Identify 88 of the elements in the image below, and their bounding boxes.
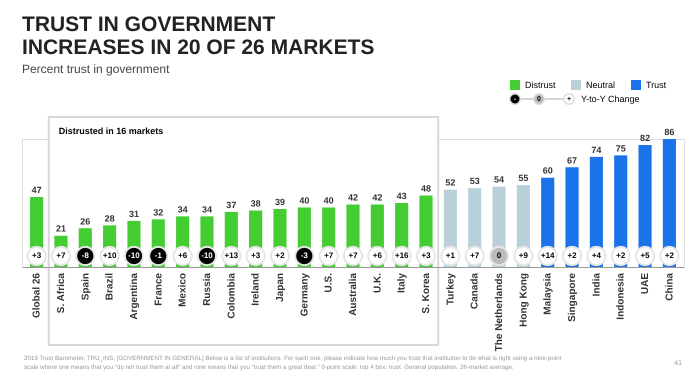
- annotation: +1: [446, 251, 456, 260]
- annotation: +2: [275, 251, 286, 260]
- annotation: +6: [372, 251, 382, 260]
- band-label: Distrusted in 16 markets: [58, 126, 164, 136]
- x-tick-label: UAE: [640, 272, 652, 294]
- x-tick-label: China: [664, 272, 676, 301]
- annotation: -10: [201, 251, 214, 260]
- data-label: 31: [128, 208, 139, 219]
- data-label: 21: [56, 224, 66, 234]
- annotation: +2: [664, 251, 675, 260]
- x-tick-label: Canada: [470, 272, 481, 310]
- data-label: 47: [32, 185, 42, 196]
- data-label: 75: [616, 143, 626, 154]
- x-tick-label: Germany: [299, 272, 310, 316]
- annotation: +3: [32, 251, 42, 260]
- data-label: 38: [250, 198, 261, 208]
- annotation: +4: [592, 251, 602, 260]
- data-label: 34: [202, 204, 212, 214]
- annotation: +3: [251, 251, 261, 260]
- annotation: +14: [540, 251, 556, 260]
- annotation: +10: [102, 251, 117, 260]
- data-label: 74: [591, 144, 602, 155]
- annotation: 0: [496, 251, 502, 260]
- data-label: 28: [104, 213, 115, 224]
- x-tick-label: Hong Kong: [518, 273, 530, 327]
- annotation: +7: [348, 251, 358, 260]
- x-tick-label: Japan: [274, 273, 286, 302]
- x-tick-label: S. Africa: [56, 272, 67, 314]
- x-tick-label: Italy: [396, 272, 408, 294]
- annotation: +2: [567, 251, 578, 260]
- x-tick-label: Ireland: [250, 273, 262, 306]
- x-tick-label: Brazil: [104, 272, 116, 300]
- annotation: +2: [616, 251, 626, 260]
- annotation: +9: [518, 251, 528, 260]
- data-label: 40: [299, 195, 310, 206]
- data-label: 40: [324, 195, 334, 206]
- x-tick-label: U.S.: [324, 272, 335, 292]
- x-tick-label: Argentina: [128, 272, 140, 320]
- data-label: 37: [226, 200, 236, 210]
- data-label: 32: [153, 207, 164, 218]
- x-tick-label: Russia: [202, 272, 213, 306]
- annotation: +6: [178, 251, 188, 260]
- data-label: 26: [80, 216, 90, 226]
- annotation: +7: [324, 251, 334, 260]
- annotation: +16: [394, 251, 410, 260]
- x-tick-label: Australia: [348, 272, 359, 316]
- data-label: 86: [664, 127, 674, 137]
- x-tick-label: Singapore: [567, 272, 578, 322]
- chart-title: TRUST IN GOVERNMENT INCREASES IN 20 OF 26 MARKETS: [22, 13, 374, 59]
- data-label: 42: [348, 192, 358, 202]
- data-label: 39: [274, 196, 285, 207]
- annotation: -3: [300, 251, 308, 260]
- legend-label: Neutral: [586, 80, 616, 90]
- annotation: -10: [128, 251, 140, 260]
- annotation: -1: [154, 251, 162, 260]
- x-tick-label: Spain: [80, 273, 92, 300]
- annotation: +13: [224, 251, 239, 260]
- chart-subtitle: Percent trust in government: [22, 62, 170, 76]
- annotation: +5: [640, 251, 650, 260]
- annotation: -8: [82, 251, 90, 260]
- data-label: 52: [445, 178, 456, 188]
- annotation: +7: [56, 251, 66, 260]
- data-label: 67: [567, 155, 578, 166]
- x-tick-label: Turkey: [445, 272, 456, 306]
- x-tick-label: Mexico: [178, 273, 189, 307]
- data-label: 53: [470, 176, 480, 186]
- data-label: 43: [396, 191, 407, 201]
- x-tick-label: Indonesia: [616, 272, 627, 320]
- x-tick-label: Global 26: [32, 272, 43, 318]
- x-tick-label: Malaysia: [542, 272, 554, 315]
- x-tick-label: The Netherlands: [494, 272, 506, 352]
- data-label: 42: [372, 192, 382, 202]
- x-tick-label: France: [153, 272, 164, 306]
- data-label: 54: [494, 174, 504, 185]
- x-tick-label: S. Korea: [421, 272, 432, 314]
- legend-label: Distrust: [525, 80, 556, 90]
- annotation: +3: [421, 251, 432, 260]
- x-tick-label: U.K.: [372, 272, 384, 293]
- data-label: 48: [421, 184, 432, 194]
- data-label: 34: [178, 204, 188, 214]
- annotation: +7: [470, 251, 480, 260]
- data-label: 82: [640, 132, 650, 143]
- text: Y-to-Y Change: [581, 94, 640, 104]
- x-tick-label: Colombia: [226, 272, 238, 319]
- data-label: 60: [542, 166, 553, 176]
- data-label: 55: [518, 173, 528, 184]
- legend-label: Trust: [646, 80, 667, 90]
- x-tick-label: India: [591, 272, 602, 296]
